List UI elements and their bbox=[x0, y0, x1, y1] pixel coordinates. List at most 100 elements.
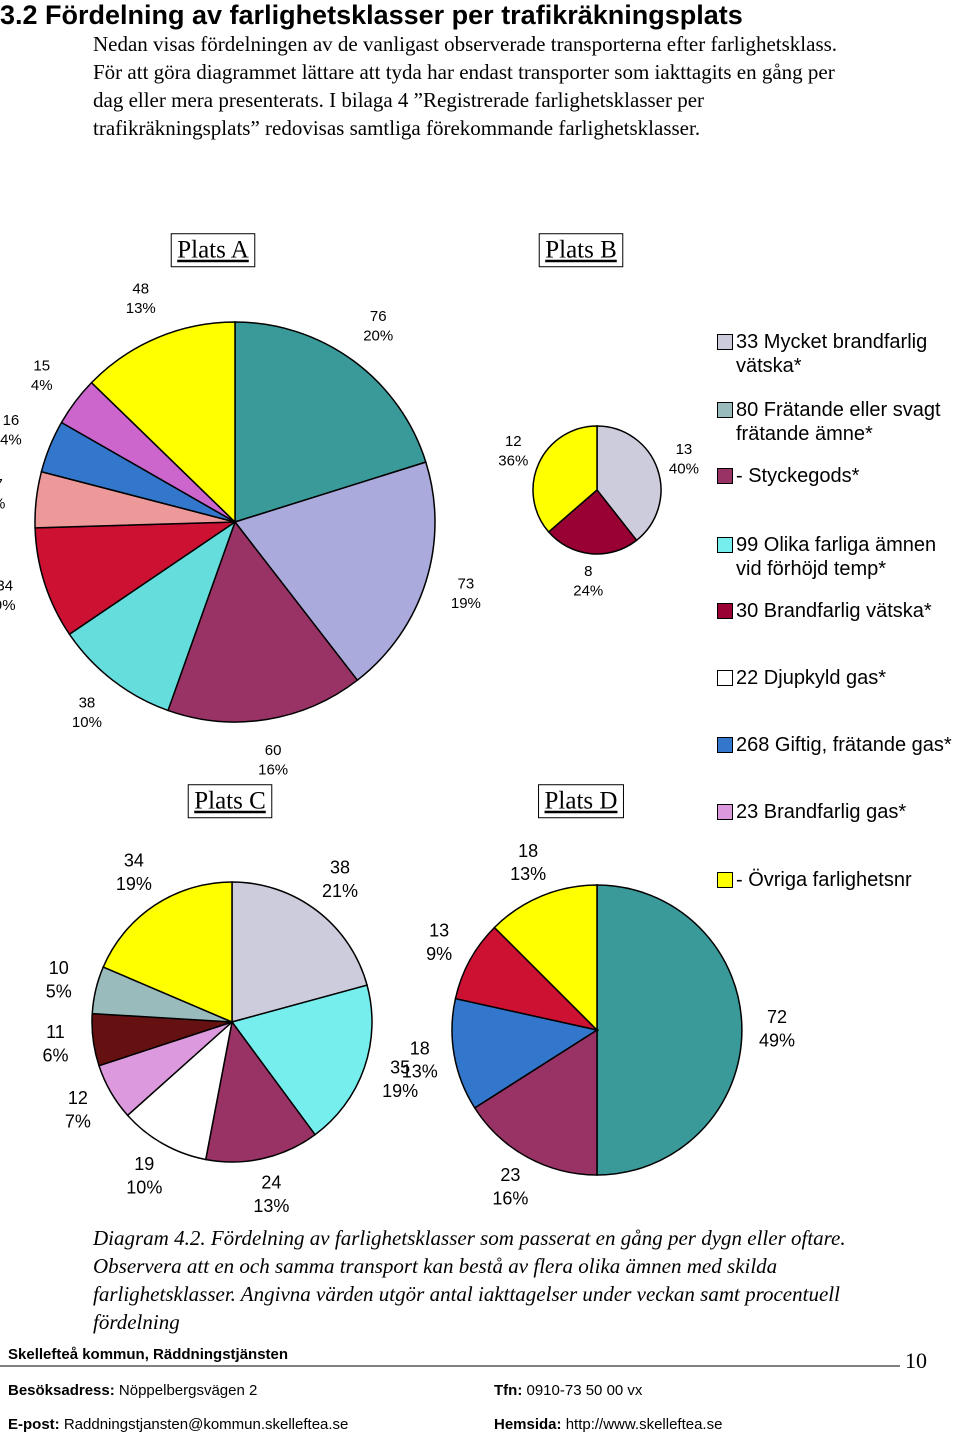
chart-title-box bbox=[538, 784, 624, 819]
slice-count: 12 bbox=[505, 433, 522, 450]
heading: 3.2 Fördelning av farlighetsklasser per … bbox=[0, 0, 743, 30]
legend-item: - Styckegods* bbox=[717, 464, 960, 488]
slice-percent: 19% bbox=[382, 1081, 418, 1101]
legend-item: - Övriga farlighetsnr bbox=[717, 868, 960, 892]
legend-label: 33 Mycket brandfarlig vätska* bbox=[736, 331, 928, 377]
pie-slice bbox=[493, 884, 598, 1032]
pie-slice bbox=[90, 321, 236, 524]
chart-title: Plats D bbox=[545, 788, 618, 815]
legend-item: 268 Giftig, frätande gas* bbox=[717, 733, 960, 757]
legend-swatch bbox=[717, 804, 733, 820]
slice-percent: 13% bbox=[126, 300, 156, 317]
chart-title-box bbox=[187, 784, 273, 819]
slice-percent: 21% bbox=[322, 881, 358, 901]
slice-percent: 24% bbox=[573, 582, 603, 599]
slice-count: 48 bbox=[132, 280, 149, 297]
pie-slice bbox=[126, 1019, 234, 1161]
intro-paragraph: Nedan visas fördelningen av de vanligast… bbox=[93, 32, 838, 140]
slice-percent: 49% bbox=[759, 1030, 795, 1050]
slice-count: 10 bbox=[49, 958, 69, 978]
legend-item: 22 Djupkyld gas* bbox=[717, 666, 960, 690]
legend-item: 23 Brandfarlig gas* bbox=[717, 800, 960, 824]
footer-web: Hemsida: http://www.skelleftea.se bbox=[494, 1416, 722, 1433]
caption: Diagram 4.2. Fördelning av farlighetskla… bbox=[93, 1226, 846, 1334]
slice-percent: 9% bbox=[0, 597, 16, 614]
value: http://www.skelleftea.se bbox=[565, 1416, 723, 1433]
label: Tfn: bbox=[494, 1382, 523, 1399]
slice-percent: 6% bbox=[42, 1045, 68, 1065]
footer-email: E-post: Raddningstjansten@kommun.skellef… bbox=[8, 1416, 348, 1433]
legend-label: 30 Brandfarlig vätska* bbox=[736, 600, 932, 622]
slice-count: 38 bbox=[330, 858, 350, 878]
pie-slice bbox=[167, 520, 359, 723]
slice-count: 12 bbox=[68, 1088, 88, 1108]
chart-title: Plats A bbox=[177, 237, 249, 264]
slice-count: 35 bbox=[390, 1058, 410, 1078]
slice-percent: 9% bbox=[426, 944, 452, 964]
slice-count: 23 bbox=[500, 1165, 520, 1185]
legend-item: 99 Olika farliga ämnen vid förhöjd temp* bbox=[717, 533, 960, 581]
pie-slice bbox=[234, 321, 427, 524]
slice-percent: 13% bbox=[402, 1062, 438, 1082]
slice-percent: 19% bbox=[451, 595, 481, 612]
pie-slice bbox=[233, 461, 436, 682]
slice-percent: 10% bbox=[126, 1177, 162, 1197]
legend-label: 80 Frätande eller svagt frätande ämne* bbox=[736, 399, 941, 445]
chart-title-box bbox=[170, 233, 256, 268]
slice-count: 18 bbox=[518, 841, 538, 861]
footer-org: Skellefteå kommun, Räddningstjänsten bbox=[8, 1346, 289, 1363]
chart-title: Plats C bbox=[194, 788, 266, 815]
legend-label: - Styckegods* bbox=[736, 465, 860, 487]
chart-title-box bbox=[538, 233, 624, 268]
label: E-post: bbox=[8, 1416, 60, 1433]
slice-count: 8 bbox=[584, 563, 592, 580]
slice-count: 19 bbox=[134, 1154, 154, 1174]
slice-percent: 19% bbox=[116, 874, 152, 894]
slice-percent: 5% bbox=[46, 982, 72, 1002]
pie-slice bbox=[68, 520, 237, 712]
legend-swatch bbox=[717, 737, 733, 753]
legend-swatch bbox=[717, 402, 733, 418]
legend-swatch bbox=[717, 334, 733, 350]
pie-slice bbox=[547, 488, 638, 555]
slice-count: 11 bbox=[46, 1022, 65, 1042]
legend-label: 23 Brandfarlig gas* bbox=[736, 801, 907, 823]
pie-slice bbox=[596, 425, 662, 542]
slice-count: 60 bbox=[265, 742, 282, 759]
value: Nöppelbergsvägen 2 bbox=[118, 1382, 258, 1399]
pie-slice bbox=[473, 1028, 598, 1176]
slice-count: 73 bbox=[458, 576, 475, 593]
chart-title: Plats B bbox=[545, 237, 617, 264]
slice-count: 13 bbox=[676, 441, 693, 458]
legend-swatch bbox=[717, 537, 733, 553]
pie-slice bbox=[102, 881, 233, 1024]
slice-percent: 10% bbox=[72, 714, 102, 731]
legend-label: 268 Giftig, frätande gas* bbox=[736, 734, 952, 756]
slice-count: 13 bbox=[429, 920, 449, 940]
label: Besöksadress: bbox=[8, 1382, 115, 1399]
slice-percent: 13% bbox=[510, 864, 546, 884]
pie-slice bbox=[231, 881, 368, 1023]
legend-label: 99 Olika farliga ämnen vid förhöjd temp* bbox=[736, 534, 937, 580]
pie-slice bbox=[451, 997, 599, 1109]
pie-slice bbox=[230, 984, 373, 1136]
slice-count: 15 bbox=[33, 358, 50, 375]
legend-item: 33 Mycket brandfarlig vätska* bbox=[717, 330, 960, 378]
slice-count: 18 bbox=[410, 1038, 430, 1058]
pie-slice bbox=[204, 1020, 317, 1163]
slice-count: 34 bbox=[124, 851, 144, 871]
slice-count: 24 bbox=[261, 1173, 281, 1193]
legend-item: 80 Frätande eller svagt frätande ämne* bbox=[717, 398, 960, 446]
page-number: 10 bbox=[905, 1348, 927, 1373]
pie-slice bbox=[532, 425, 598, 533]
legend-label: 22 Djupkyld gas* bbox=[736, 667, 887, 689]
legend-label: - Övriga farlighetsnr bbox=[736, 869, 912, 891]
slice-count: 72 bbox=[767, 1007, 787, 1027]
slice-count: 76 bbox=[370, 308, 387, 325]
slice-count: 38 bbox=[79, 695, 96, 712]
legend-swatch bbox=[717, 872, 733, 888]
pie-slice bbox=[34, 521, 238, 636]
slice-percent: 16% bbox=[258, 762, 288, 779]
